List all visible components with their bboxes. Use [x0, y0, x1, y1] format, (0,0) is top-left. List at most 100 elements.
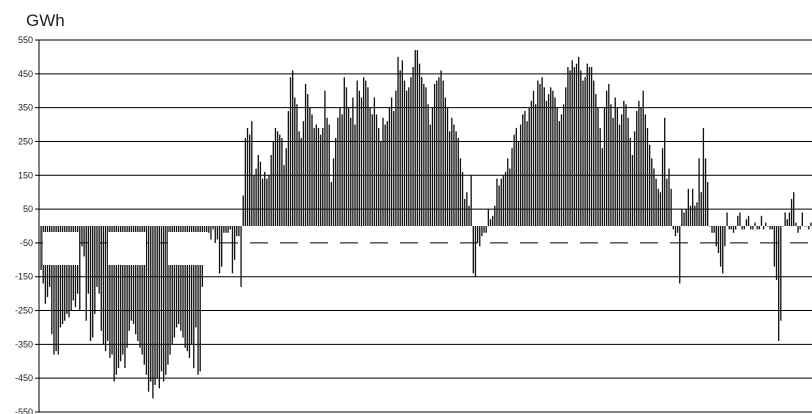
- bar: [281, 138, 283, 226]
- bar: [40, 226, 42, 270]
- bar: [261, 178, 264, 226]
- bar: [808, 226, 810, 230]
- bar: [728, 226, 730, 230]
- month-label-box: [168, 232, 208, 265]
- bar: [107, 226, 109, 341]
- bar: [629, 138, 631, 226]
- bar: [405, 90, 408, 226]
- bar: [178, 226, 180, 325]
- bar: [756, 226, 758, 230]
- bar: [496, 178, 498, 226]
- bar: [709, 226, 711, 227]
- bar: [79, 226, 81, 311]
- bar: [104, 226, 107, 352]
- bar: [399, 70, 401, 226]
- bar: [137, 226, 139, 341]
- bar: [339, 107, 341, 226]
- bar: [476, 226, 479, 243]
- bar: [57, 226, 59, 355]
- bar: [367, 87, 369, 226]
- bar: [674, 226, 677, 237]
- bar: [427, 104, 429, 226]
- bar: [141, 226, 143, 355]
- tick-label: 50: [23, 204, 33, 214]
- bar: [285, 148, 287, 226]
- tick-label: 550: [18, 35, 33, 45]
- tick-label: -350: [15, 339, 33, 349]
- bar: [698, 158, 700, 226]
- bar: [122, 226, 124, 355]
- bar: [311, 114, 313, 226]
- bar: [754, 222, 756, 226]
- bar: [498, 185, 500, 226]
- bar: [423, 83, 425, 227]
- bar: [775, 226, 778, 281]
- bar: [145, 226, 148, 375]
- bar: [143, 226, 145, 365]
- bar: [470, 175, 472, 226]
- bar: [152, 226, 154, 399]
- bar: [128, 226, 130, 331]
- bar: [762, 226, 765, 230]
- bar: [96, 226, 98, 287]
- bar: [184, 226, 186, 348]
- bar: [132, 226, 135, 325]
- bar: [442, 80, 444, 226]
- bar: [410, 77, 412, 226]
- bar: [309, 107, 311, 226]
- bar: [724, 226, 726, 247]
- bar: [298, 131, 300, 226]
- bar: [328, 124, 330, 226]
- bar: [119, 226, 122, 362]
- bar: [672, 226, 674, 230]
- bar: [388, 107, 391, 226]
- bar: [266, 178, 268, 226]
- bar: [302, 121, 305, 226]
- bar: [360, 97, 363, 227]
- bar: [341, 114, 343, 226]
- bar: [767, 226, 769, 227]
- bar: [522, 114, 524, 226]
- bar: [167, 226, 169, 365]
- bar: [778, 226, 780, 341]
- bar: [810, 222, 812, 226]
- bar: [283, 165, 285, 226]
- bar: [655, 178, 657, 226]
- bar: [156, 226, 158, 379]
- bar: [111, 226, 113, 355]
- bar: [296, 104, 298, 226]
- bar: [227, 226, 229, 233]
- bar: [567, 67, 569, 226]
- bar: [66, 226, 68, 314]
- bar: [670, 188, 672, 226]
- bar: [487, 209, 490, 226]
- bar: [429, 124, 431, 226]
- bar: [451, 117, 453, 226]
- bar: [61, 226, 64, 325]
- bar: [264, 171, 266, 226]
- bar: [59, 226, 62, 328]
- bar: [664, 117, 666, 226]
- bar: [545, 100, 548, 226]
- bar: [726, 212, 728, 226]
- bar: [270, 154, 272, 226]
- bar: [511, 148, 513, 226]
- bar: [292, 70, 294, 226]
- bar: [51, 226, 53, 335]
- bar: [199, 226, 201, 372]
- bar: [790, 198, 793, 226]
- bar: [552, 90, 554, 226]
- bar: [171, 226, 173, 345]
- bar: [758, 226, 760, 230]
- bar: [717, 226, 720, 254]
- bar: [782, 226, 784, 227]
- bar: [208, 226, 210, 233]
- bar: [300, 138, 302, 226]
- tick-label: -250: [15, 306, 33, 316]
- bar: [126, 226, 128, 348]
- bar: [113, 226, 115, 382]
- bar: [588, 67, 591, 226]
- tick-label: -450: [15, 373, 33, 383]
- bar: [362, 77, 365, 226]
- bar: [255, 168, 257, 226]
